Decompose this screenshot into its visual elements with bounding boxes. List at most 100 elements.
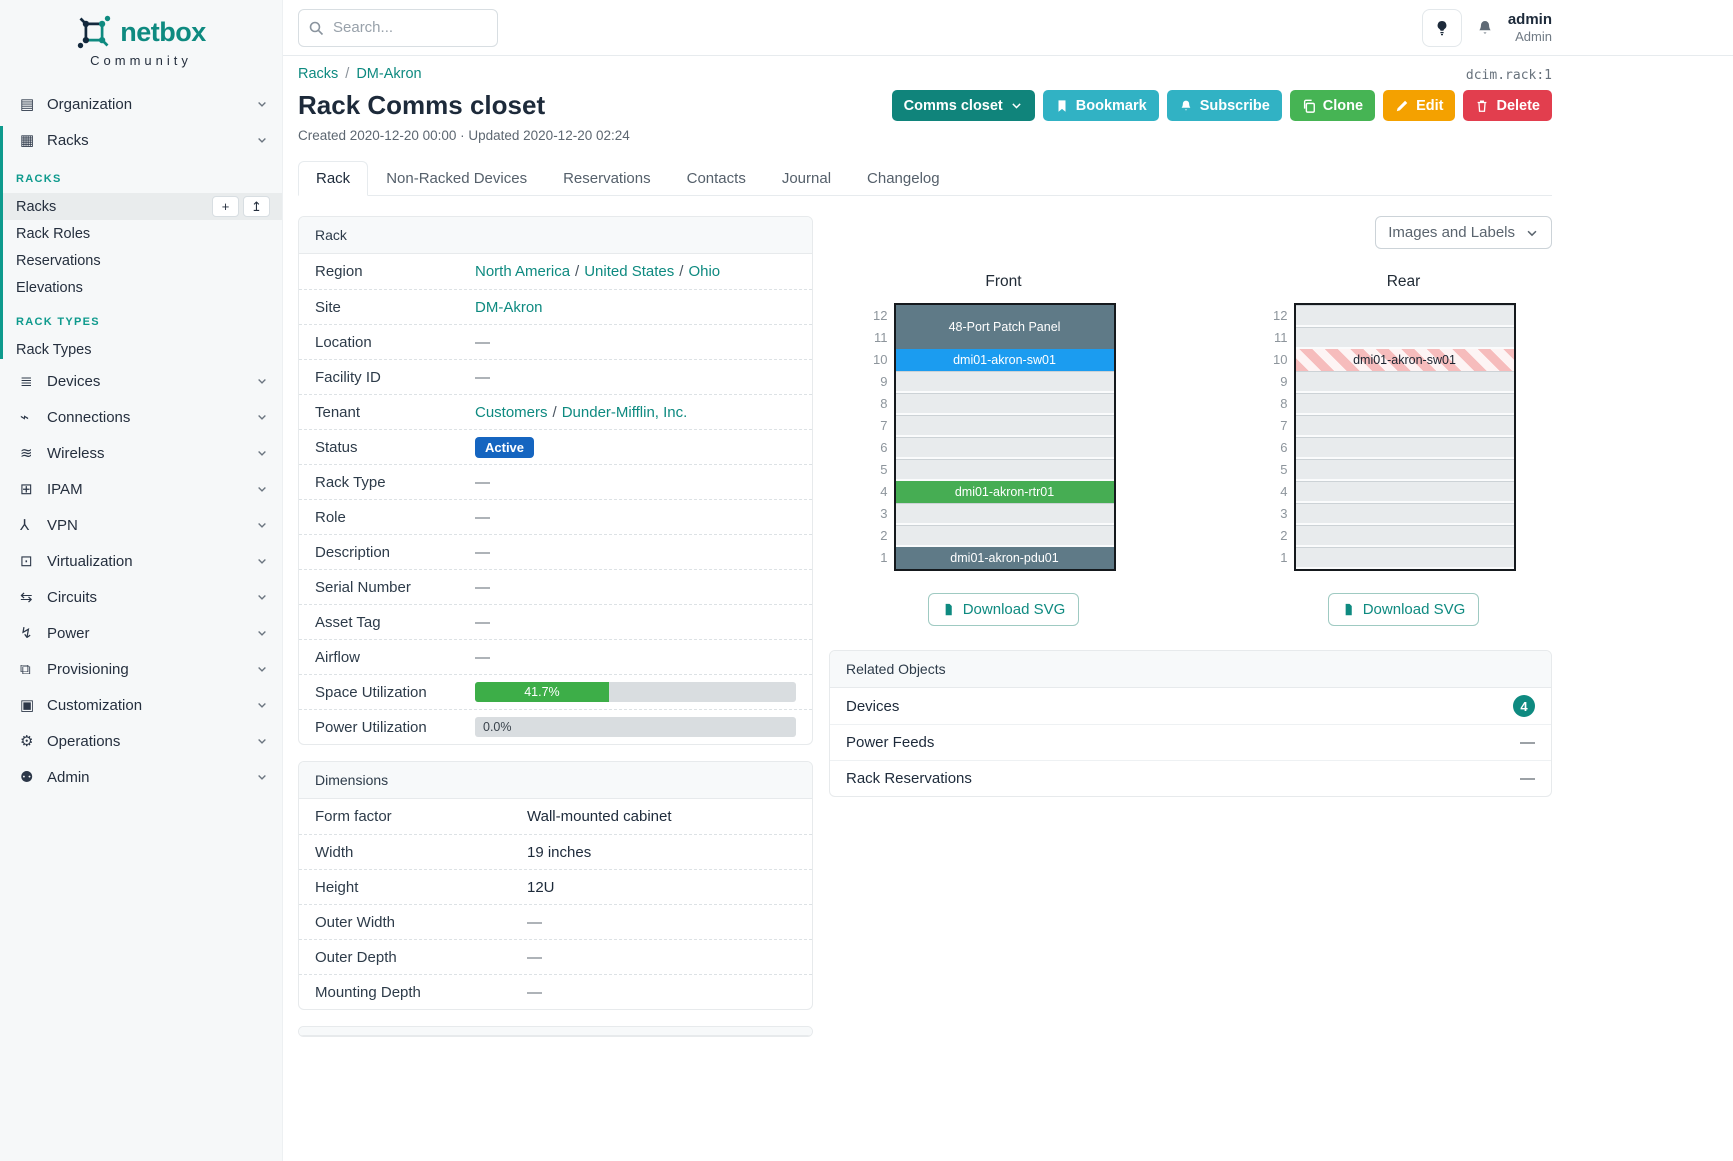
sidebar-item-power[interactable]: ↯ Power: [0, 615, 282, 651]
table-row: Serial Number —: [299, 569, 812, 604]
rack-elevation-rear: Rear 12 11 10 9 8 7 6 5 4 3 2 1 dmi01-akron-sw01 Downl…: [1266, 273, 1516, 626]
table-row: Height 12U: [299, 869, 812, 904]
link-dm-akron[interactable]: DM-Akron: [475, 298, 543, 316]
empty-value-dash: —: [475, 648, 490, 666]
sidebar-item-label: Rack Roles: [16, 225, 91, 242]
empty-value-dash: —: [475, 578, 490, 596]
comms-closet-button[interactable]: Comms closet: [891, 90, 1035, 121]
sidebar-item-reservations[interactable]: Reservations: [0, 247, 282, 274]
rack-unit-empty: [1295, 305, 1514, 327]
link-dunder-mifflin-inc[interactable]: Dunder-Mifflin, Inc.: [561, 403, 688, 421]
sidebar-item-racks[interactable]: Racks + ↥: [0, 193, 282, 220]
tab-non-racked-devices[interactable]: Non-Racked Devices: [386, 170, 528, 187]
sidebar-item-label: Organization: [47, 95, 133, 113]
sidebar-item-admin[interactable]: ⚉ Admin: [0, 759, 282, 795]
gears-icon: ⚙: [20, 733, 34, 750]
sidebar-item-customization[interactable]: ▣ Customization: [0, 687, 282, 723]
link-ohio[interactable]: Ohio: [688, 263, 721, 280]
sidebar-item-organization[interactable]: ▤ Organization: [0, 86, 282, 122]
rack-unit-device[interactable]: dmi01-akron-sw01: [895, 349, 1114, 371]
rack-unit-device[interactable]: dmi01-akron-pdu01: [895, 547, 1114, 569]
dimensions-value-mounting-depth: —: [527, 984, 796, 1001]
sidebar: netbox Community ▤ Organization ▦ Racks RACK…: [0, 0, 283, 1161]
rack-unit-device[interactable]: 48-Port Patch Panel: [895, 305, 1114, 349]
user-menu[interactable]: admin Admin: [1508, 11, 1552, 45]
device-label: dmi01-akron-rtr01: [954, 485, 1055, 499]
progress-fill: 41.7%: [475, 682, 609, 702]
clone-button-label: Clone: [1322, 97, 1364, 114]
rack-unit-empty: [1295, 459, 1514, 481]
tab-reservations[interactable]: Reservations: [563, 170, 651, 187]
bookmark-button[interactable]: Bookmark: [1042, 90, 1159, 121]
rack-label-serial-number: Serial Number: [315, 578, 411, 596]
rack-unit-device[interactable]: dmi01-akron-sw01: [1295, 349, 1514, 371]
tab-journal[interactable]: Journal: [781, 170, 832, 187]
rack-unit-empty: [1295, 415, 1514, 437]
tab-rack[interactable]: Rack: [298, 161, 369, 196]
link-customers[interactable]: Customers: [475, 403, 548, 421]
sidebar-item-vpn[interactable]: ⅄ VPN: [0, 507, 282, 543]
rack-unit-numbers: 12 11 10 9 8 7 6 5 4 3 2 1: [1273, 308, 1288, 565]
brand-name[interactable]: netbox: [120, 16, 206, 47]
edit-button[interactable]: Edit: [1383, 90, 1456, 121]
sidebar-item-racks[interactable]: ▦ Racks: [0, 122, 282, 158]
related-object-row-devices[interactable]: Devices 4: [830, 688, 1551, 724]
notifications-bell-icon[interactable]: [1476, 19, 1494, 37]
device-label: dmi01-akron-pdu01: [950, 551, 1059, 565]
dimensions-value-form-factor: Wall-mounted cabinet: [527, 808, 796, 825]
sidebar-item-operations[interactable]: ⚙ Operations: [0, 723, 282, 759]
rack-grid: 48-Port Patch Panel dmi01-akron-sw01 dmi01…: [893, 303, 1116, 571]
table-row: Asset Tag —: [299, 604, 812, 639]
breadcrumb-link-racks[interactable]: Racks: [298, 66, 339, 82]
related-object-row-rack-reservations[interactable]: Rack Reservations —: [830, 760, 1551, 796]
download-svg-button-rear[interactable]: Download SVG: [1327, 593, 1480, 626]
clone-button[interactable]: Clone: [1289, 90, 1376, 121]
search-input[interactable]: [298, 8, 498, 47]
dimensions-label-height: Height: [315, 878, 359, 896]
sidebar-item-rack-roles[interactable]: Rack Roles: [0, 220, 282, 247]
rack-unit-device[interactable]: dmi01-akron-rtr01: [895, 481, 1114, 503]
sidebar-item-connections[interactable]: ⌁ Connections: [0, 399, 282, 435]
rack-unit-empty: [895, 393, 1114, 415]
tab-changelog[interactable]: Changelog: [867, 170, 940, 187]
download-svg-button-front[interactable]: Download SVG: [927, 593, 1080, 626]
rack-grid: dmi01-akron-sw01: [1293, 303, 1516, 571]
sidebar-item-ipam[interactable]: ⊞ IPAM: [0, 471, 282, 507]
import-button[interactable]: ↥: [243, 196, 270, 217]
sidebar-item-virtualization[interactable]: ⊡ Virtualization: [0, 543, 282, 579]
sidebar-item-label: Admin: [47, 768, 90, 786]
sidebar-item-provisioning[interactable]: ⧉ Provisioning: [0, 651, 282, 687]
chevron-down-icon: [256, 483, 268, 495]
user-role: Admin: [1515, 28, 1552, 44]
sidebar-item-circuits[interactable]: ⇆ Circuits: [0, 579, 282, 615]
sidebar-item-devices[interactable]: ≣ Devices: [0, 363, 282, 399]
download-svg-label: Download SVG: [962, 601, 1066, 618]
netbox-logo-icon: [76, 14, 112, 50]
images-labels-dropdown[interactable]: Images and Labels: [1375, 216, 1552, 249]
images-labels-dropdown-label: Images and Labels: [1388, 224, 1515, 241]
sidebar-item-rack-types[interactable]: Rack Types: [0, 336, 282, 363]
rack-panel: Rack Region North America / United States / O…: [298, 216, 813, 745]
link-north-america[interactable]: North America: [475, 263, 571, 280]
dimensions-value-height: 12U: [527, 879, 796, 896]
monitor-icon: ⊡: [20, 553, 33, 570]
add-button[interactable]: +: [212, 196, 239, 217]
related-object-row-power-feeds[interactable]: Power Feeds —: [830, 724, 1551, 760]
table-row: Outer Width —: [299, 904, 812, 939]
link-united-states[interactable]: United States: [584, 263, 675, 280]
sidebar-item-label: Power: [47, 624, 90, 642]
chevron-down-icon: [1010, 99, 1023, 112]
subscribe-button-label: Subscribe: [1199, 97, 1270, 114]
delete-button[interactable]: Delete: [1463, 90, 1552, 121]
subscribe-button[interactable]: Subscribe: [1166, 90, 1282, 121]
tab-bar: Rack Non-Racked Devices Reservations Contac…: [298, 161, 1552, 196]
rack-elevations: Front 12 11 10 9 8 7 6 5 4 3 2 1 48-Port Patch Panel d…: [829, 273, 1552, 626]
sidebar-item-elevations[interactable]: Elevations: [0, 274, 282, 301]
breadcrumb-link-dm-akron[interactable]: DM-Akron: [356, 66, 422, 82]
rack-diagram: 12 11 10 9 8 7 6 5 4 3 2 1 48-Port Patch Panel dmi01-…: [866, 303, 1116, 571]
tab-contacts[interactable]: Contacts: [686, 170, 746, 187]
sidebar-item-wireless[interactable]: ≋ Wireless: [0, 435, 282, 471]
chevron-down-icon: [256, 98, 268, 110]
chevron-down-icon: [256, 555, 268, 567]
theme-toggle-button[interactable]: [1421, 8, 1462, 47]
